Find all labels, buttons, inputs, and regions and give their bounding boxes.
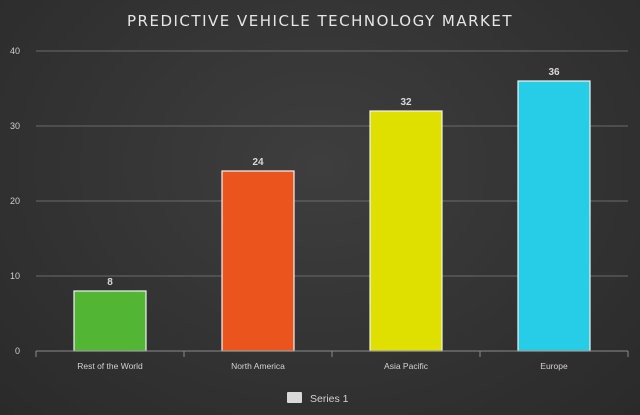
x-tick-label-europe: Europe: [540, 361, 568, 371]
bar-north-america: [221, 170, 295, 352]
bar-europe: [517, 80, 591, 352]
axes: 0 10 20 30 40 Rest of the World North America A…: [10, 46, 629, 371]
x-tick-label-asia-pacific: Asia Pacific: [384, 361, 429, 371]
y-tick-label-10: 10: [10, 271, 20, 281]
bar-asia-pacific: [369, 110, 443, 352]
data-labels: 8 24 32 36: [107, 67, 560, 288]
y-tick-label-40: 40: [10, 46, 20, 56]
y-tick-label-0: 0: [15, 346, 20, 356]
x-tick-label-north-america: North America: [231, 361, 285, 371]
x-tick-label-rest-of-the-world: Rest of the World: [77, 361, 143, 371]
y-tick-label-30: 30: [10, 121, 20, 131]
legend[interactable]: Series 1: [287, 392, 349, 405]
legend-label: Series 1: [310, 393, 349, 405]
chart-title: PREDICTIVE VEHICLE TECHNOLOGY MARKET: [127, 12, 513, 30]
data-label-rest-of-the-world: 8: [107, 277, 113, 288]
y-tick-label-20: 20: [10, 196, 20, 206]
data-label-north-america: 24: [252, 157, 264, 168]
data-label-europe: 36: [548, 67, 560, 78]
bars: [73, 80, 591, 352]
bar-rest-of-the-world: [73, 290, 147, 352]
data-label-asia-pacific: 32: [400, 97, 412, 108]
legend-swatch: [287, 392, 302, 403]
